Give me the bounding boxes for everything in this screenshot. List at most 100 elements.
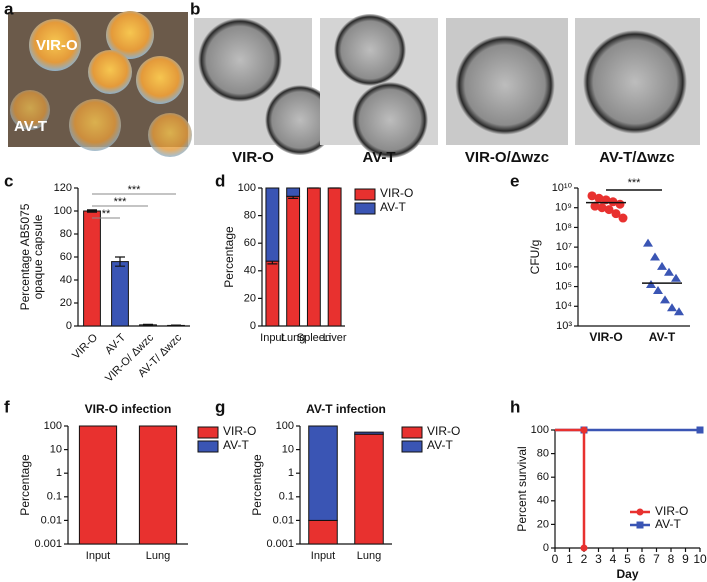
y-tick-label: 10³ bbox=[556, 320, 572, 332]
point bbox=[604, 205, 614, 215]
legend-marker bbox=[636, 521, 644, 529]
y-tick-label: 80 bbox=[60, 228, 72, 240]
y-tick-label: 120 bbox=[54, 182, 72, 194]
x-tick-label: 5 bbox=[624, 552, 631, 566]
bar bbox=[83, 210, 101, 327]
point bbox=[590, 201, 600, 211]
legend-label: VIR-O bbox=[427, 424, 460, 438]
y-tick-label: 60 bbox=[244, 237, 256, 249]
legend-label: AV-T bbox=[223, 438, 249, 452]
x-tick-label: 0 bbox=[552, 552, 559, 566]
panel-label: d bbox=[215, 171, 225, 190]
panel-label: c bbox=[4, 171, 13, 190]
legend-swatch bbox=[354, 202, 376, 215]
panel-label: g bbox=[215, 397, 225, 416]
y-axis-label: Percent survival bbox=[515, 446, 529, 531]
legend-label: VIR-O bbox=[380, 186, 413, 200]
significance: *** bbox=[114, 196, 128, 208]
x-tick-label: 9 bbox=[682, 552, 689, 566]
x-tick-label: 4 bbox=[610, 552, 617, 566]
image-caption: VIR-O bbox=[232, 149, 274, 166]
y-tick-label: 40 bbox=[244, 265, 256, 277]
x-tick-label: 7 bbox=[653, 552, 660, 566]
image-caption: VIR-O/Δwzc bbox=[465, 149, 549, 166]
point bbox=[657, 261, 667, 270]
legend-label: VIR-O bbox=[655, 504, 688, 518]
y-tick-label: 80 bbox=[244, 210, 256, 222]
y-tick-label: 10⁵ bbox=[555, 280, 572, 292]
point bbox=[587, 191, 597, 201]
panel-label: f bbox=[4, 397, 10, 416]
legend-swatch bbox=[401, 440, 423, 453]
point bbox=[667, 303, 677, 312]
y-tick-label: 40 bbox=[60, 274, 72, 286]
point bbox=[597, 203, 607, 213]
y-tick-label: 0.01 bbox=[41, 514, 62, 526]
panel-label: e bbox=[510, 171, 519, 190]
bar-segment bbox=[354, 431, 384, 435]
em-images bbox=[194, 14, 700, 158]
legend-swatch bbox=[197, 426, 219, 439]
bar-segment bbox=[327, 187, 342, 327]
y-tick-label: 10¹⁰ bbox=[552, 182, 573, 194]
x-tick-label: 8 bbox=[668, 552, 675, 566]
bar-segment bbox=[354, 433, 384, 545]
y-tick-label: 60 bbox=[60, 251, 72, 263]
y-tick-label: 1 bbox=[288, 467, 294, 479]
legend-label: AV-T bbox=[427, 438, 453, 452]
bar-segment bbox=[286, 195, 301, 327]
x-tick-label: Lung bbox=[357, 550, 381, 562]
chart-title: AV-T infection bbox=[306, 402, 386, 416]
x-tick-label: AV-T bbox=[649, 330, 676, 344]
x-axis-label: Day bbox=[616, 567, 638, 581]
bar-segment bbox=[308, 519, 338, 545]
y-tick-label: 60 bbox=[537, 471, 549, 483]
y-axis-label: Percentage bbox=[222, 226, 236, 288]
legend-label: VIR-O bbox=[223, 424, 256, 438]
bar-segment bbox=[265, 187, 280, 262]
bar-segment bbox=[78, 425, 118, 545]
x-tick-label: VIR-O bbox=[70, 331, 100, 361]
legend-label: AV-T bbox=[380, 200, 406, 214]
error-bar bbox=[115, 256, 125, 267]
significance: ** bbox=[102, 208, 111, 220]
photo-a: VIR-O AV-T bbox=[8, 11, 192, 157]
y-tick-label: 100 bbox=[531, 424, 549, 436]
y-tick-label: 20 bbox=[244, 292, 256, 304]
significance: *** bbox=[628, 177, 642, 189]
y-tick-label: 0.1 bbox=[279, 491, 294, 503]
legend-swatch bbox=[354, 188, 376, 201]
x-tick-label: 10 bbox=[693, 552, 707, 566]
panel-label: b bbox=[190, 0, 200, 18]
chart-title: VIR-O infection bbox=[85, 402, 172, 416]
y-tick-label: 10⁴ bbox=[555, 300, 572, 312]
y-axis-label: CFU/g bbox=[528, 240, 542, 275]
y-axis-label: Percentage AB5075 bbox=[18, 203, 32, 310]
x-tick-label: Input bbox=[311, 550, 335, 562]
y-tick-label: 10 bbox=[50, 444, 62, 456]
y-tick-label: 10⁷ bbox=[556, 241, 572, 253]
point bbox=[660, 295, 670, 304]
bar-segment bbox=[308, 425, 338, 521]
y-tick-label: 0 bbox=[543, 542, 549, 554]
x-tick-label: Spleen bbox=[297, 332, 331, 344]
x-tick-label: VIR-O bbox=[589, 330, 622, 344]
point bbox=[608, 197, 618, 207]
y-tick-label: 10⁶ bbox=[555, 261, 572, 273]
point bbox=[580, 544, 588, 552]
bar bbox=[111, 261, 129, 327]
y-tick-label: 80 bbox=[537, 448, 549, 460]
y-tick-label: 10⁹ bbox=[555, 202, 572, 214]
line bbox=[555, 428, 586, 548]
point bbox=[611, 209, 621, 219]
x-tick-label: Input bbox=[86, 550, 110, 562]
point bbox=[653, 285, 663, 294]
x-tick-label: 2 bbox=[581, 552, 588, 566]
point bbox=[594, 193, 604, 203]
x-tick-label: Lung bbox=[281, 332, 305, 344]
y-tick-label: 0 bbox=[250, 320, 256, 332]
panel-label: h bbox=[510, 397, 520, 416]
bar-segment bbox=[138, 425, 178, 545]
error-bar bbox=[171, 324, 181, 327]
